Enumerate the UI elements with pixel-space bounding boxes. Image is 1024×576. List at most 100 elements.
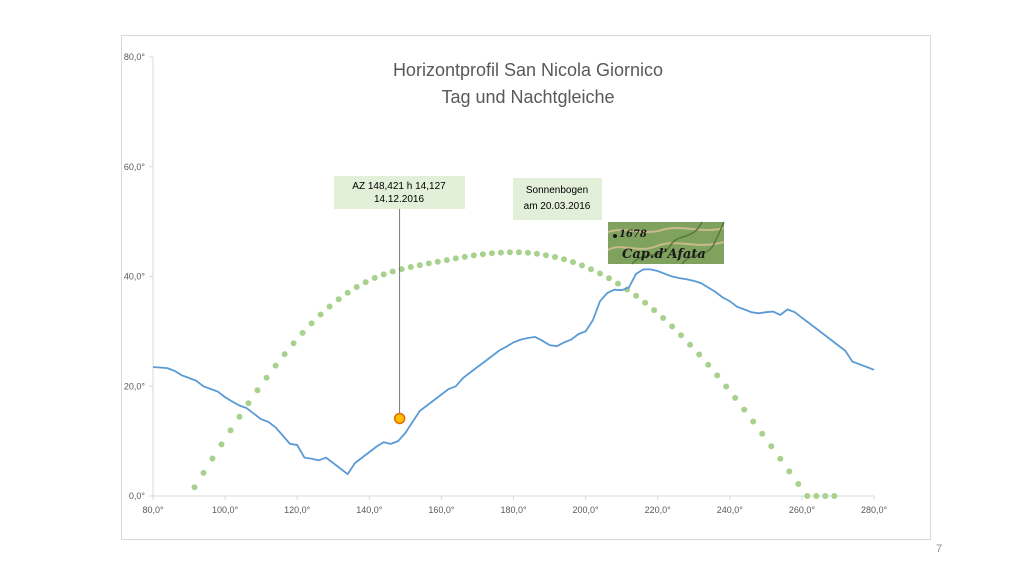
- sun-arc-point: [335, 296, 342, 303]
- sun-arc-point: [236, 413, 243, 420]
- sun-arc-point: [470, 252, 477, 259]
- sun-arc-point: [218, 441, 225, 448]
- sun-arc-point: [669, 323, 676, 330]
- chart-title-line1: Horizontprofil San Nicola Giornico: [393, 60, 663, 80]
- map-label-elevation: 1678: [619, 229, 647, 240]
- sun-arc-point: [651, 307, 658, 314]
- sun-arc-point: [732, 394, 739, 401]
- x-tick-label: 240,0°: [717, 505, 744, 515]
- sun-arc-point: [416, 262, 423, 269]
- point-callout-line1: AZ 148,421 h 14,127: [352, 181, 446, 192]
- sun-arc-point: [200, 469, 207, 476]
- sun-arc-point: [191, 484, 198, 491]
- sun-arc-point: [434, 258, 441, 265]
- x-tick-label: 120,0°: [284, 505, 311, 515]
- sun-arc-point: [597, 270, 603, 277]
- y-tick-label: 60,0°: [124, 162, 146, 172]
- sun-arc-point: [290, 340, 297, 347]
- x-tick-label: 180,0°: [500, 505, 527, 515]
- sun-arc-point: [353, 284, 360, 290]
- x-tick-label: 260,0°: [789, 505, 816, 515]
- sun-arc-point: [344, 289, 351, 296]
- sun-arc-series: [191, 249, 838, 499]
- x-tick-label: 80,0°: [142, 505, 164, 515]
- sun-arc-point: [254, 387, 261, 394]
- horizon-profile-line: [152, 268, 875, 476]
- sun-arc-point: [588, 266, 594, 273]
- sun-arc-point: [759, 430, 766, 437]
- sun-arc-point: [272, 362, 279, 369]
- y-tick-label: 20,0°: [124, 381, 146, 391]
- sun-arc-point: [777, 455, 784, 462]
- sun-arc-point: [642, 299, 649, 306]
- y-tick-label: 40,0°: [124, 272, 146, 282]
- sun-arc-point: [308, 320, 315, 327]
- sun-arc-point: [326, 303, 333, 310]
- sun-arc-point: [633, 292, 640, 299]
- map-label-place: Cap.d'Afata: [622, 247, 706, 262]
- sun-arc-point: [570, 259, 576, 266]
- sun-arc-point: [506, 249, 513, 256]
- sun-arc-point: [488, 250, 495, 257]
- sun-arc-point: [407, 264, 414, 270]
- sun-arc-point: [579, 262, 585, 269]
- sun-arc-point: [705, 361, 712, 368]
- sun-arc-point: [479, 251, 486, 258]
- sun-arc-point: [741, 406, 748, 413]
- x-tick-label: 220,0°: [645, 505, 672, 515]
- point-callout-line2: 14.12.2016: [374, 194, 424, 205]
- sun-arc-point: [317, 311, 324, 318]
- sun-arc-point: [443, 257, 450, 264]
- sun-arc-point: [263, 374, 270, 381]
- sun-arc-point: [615, 280, 621, 287]
- sun-arc-point: [561, 256, 567, 263]
- chart-frame: Horizontprofil San Nicola Giornico Tag u…: [121, 35, 931, 540]
- page-number: 7: [936, 543, 943, 555]
- sun-arc-point: [362, 279, 369, 286]
- sun-arc-point: [452, 255, 459, 262]
- sun-arc-point: [687, 341, 694, 348]
- chart-title-line2: Tag und Nachtgleiche: [441, 87, 614, 107]
- highlight-point: [393, 412, 406, 425]
- sun-arc-point: [795, 481, 802, 487]
- sun-arc-point: [552, 254, 558, 260]
- sun-callout-box: [513, 178, 602, 220]
- sun-arc-point: [524, 249, 531, 256]
- sun-arc-point: [542, 252, 549, 259]
- sun-arc-point: [497, 249, 504, 256]
- x-tick-label: 160,0°: [428, 505, 455, 515]
- sun-arc-point: [461, 253, 468, 260]
- sun-arc-point: [227, 427, 234, 434]
- x-tick-label: 100,0°: [212, 505, 239, 515]
- x-tick-label: 280,0°: [861, 505, 888, 515]
- sun-arc-point: [678, 332, 685, 339]
- sun-arc-point: [281, 351, 288, 358]
- y-tick-label: 80,0°: [124, 52, 146, 62]
- sun-arc-point: [299, 329, 306, 336]
- sun-arc-point: [696, 351, 703, 358]
- x-tick-label: 140,0°: [356, 505, 383, 515]
- y-tick-label: 0,0°: [129, 491, 146, 501]
- sun-arc-point: [714, 372, 721, 379]
- sun-arc-point: [723, 383, 730, 390]
- sun-arc-point: [389, 268, 396, 275]
- sun-arc-point: [750, 418, 757, 425]
- sun-arc-point: [209, 455, 216, 462]
- sun-arc-point: [660, 315, 667, 321]
- sun-arc-point: [533, 250, 540, 257]
- sun-arc-point: [380, 271, 387, 278]
- sun-arc-point: [606, 275, 612, 282]
- sun-arc-point: [813, 493, 820, 499]
- sun-arc-point: [245, 400, 252, 407]
- axes: 80,0° 100,0° 120,0° 140,0° 160,0° 180,0° 200,0…: [124, 52, 888, 515]
- sun-arc-point: [822, 493, 829, 499]
- chart-svg: Horizontprofil San Nicola Giornico Tag u…: [124, 52, 888, 515]
- sun-arc-point: [398, 266, 405, 273]
- x-tick-label: 200,0°: [573, 505, 600, 515]
- sun-arc-point: [425, 260, 432, 267]
- sun-arc-point: [768, 443, 775, 450]
- sun-callout-line2: am 20.03.2016: [524, 201, 591, 212]
- sun-arc-point: [831, 493, 838, 499]
- sun-arc-point: [786, 468, 793, 475]
- sun-callout-line1: Sonnenbogen: [526, 185, 588, 196]
